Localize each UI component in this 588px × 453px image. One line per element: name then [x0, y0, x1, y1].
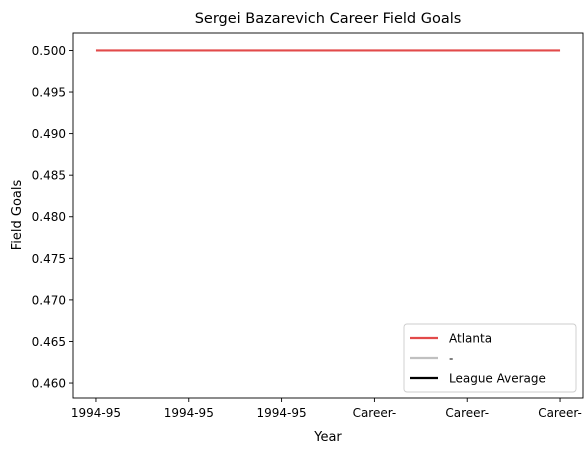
y-tick-label: 0.490: [32, 127, 66, 141]
x-tick-label: 1994-95: [164, 406, 214, 420]
y-tick-label: 0.485: [32, 169, 66, 183]
y-tick-label: 0.480: [32, 210, 66, 224]
x-tick-label: 1994-95: [71, 406, 121, 420]
y-axis-label: Field Goals: [10, 180, 25, 251]
legend-label: -: [449, 352, 453, 366]
chart-title: Sergei Bazarevich Career Field Goals: [195, 11, 462, 27]
y-tick-label: 0.475: [32, 252, 66, 266]
plot-frame: [72, 32, 584, 399]
legend-label: League Average: [449, 372, 546, 386]
x-tick-label: Career-: [353, 406, 397, 420]
x-tick-label: Career-: [445, 406, 489, 420]
x-axis-label: Year: [313, 430, 342, 445]
y-tick-label: 0.470: [32, 293, 66, 307]
y-tick-label: 0.500: [32, 44, 66, 58]
legend-label: Atlanta: [449, 332, 492, 346]
y-tick-label: 0.460: [32, 377, 66, 391]
legend-box: [403, 323, 577, 393]
y-tick-label: 0.465: [32, 335, 66, 349]
x-axis-ticks: 1994-95 1994-95 1994-95 Career- Career- Caree…: [71, 398, 582, 420]
legend: Atlanta - League Average: [403, 323, 577, 393]
y-axis-ticks: 0.460 0.465 0.470 0.475 0.480 0.485 0.490 0.495…: [32, 44, 73, 391]
x-tick-label: 1994-95: [257, 406, 307, 420]
y-tick-label: 0.495: [32, 86, 66, 100]
x-tick-label: Career-: [538, 406, 582, 420]
